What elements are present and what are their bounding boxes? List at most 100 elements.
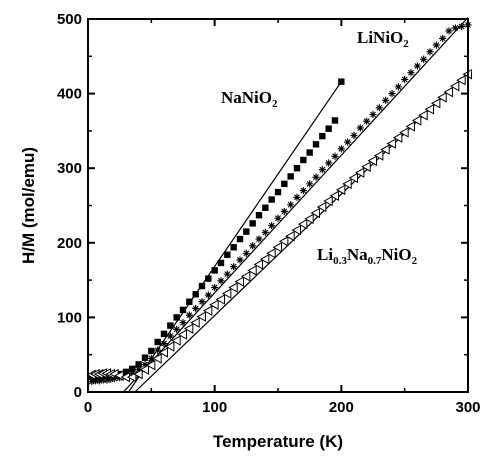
data-point-star <box>255 235 263 243</box>
data-point-star <box>432 41 440 49</box>
data-point-triangle <box>424 104 435 115</box>
data-point-star <box>388 90 396 98</box>
data-point-star <box>445 27 453 35</box>
data-point-square <box>293 165 301 172</box>
data-point-star <box>103 376 111 384</box>
data-point-star <box>268 222 276 230</box>
data-point-star <box>312 173 320 181</box>
data-point-triangle <box>177 329 188 340</box>
data-point-triangle <box>190 317 200 328</box>
data-point-triangle <box>411 115 422 126</box>
data-point-triangle <box>449 80 460 92</box>
data-point-star <box>211 283 219 292</box>
data-point-star <box>92 377 100 385</box>
data-point-triangle <box>373 150 384 161</box>
data-point-square <box>129 365 136 373</box>
data-point-square <box>167 322 174 329</box>
axis-ticks <box>87 18 469 393</box>
data-point-triangle <box>437 92 447 103</box>
data-point-triangle <box>234 276 245 287</box>
data-point-square <box>281 180 288 188</box>
data-point-star <box>128 369 136 377</box>
data-point-square <box>230 244 237 251</box>
data-point-triangle <box>361 161 371 172</box>
data-point-star <box>426 48 434 56</box>
data-point-star <box>337 145 345 153</box>
data-point-star <box>331 152 339 160</box>
data-point-square <box>243 228 250 235</box>
data-point-triangle <box>183 323 194 334</box>
data-point-triangle <box>348 172 359 184</box>
data-point-square <box>300 156 307 164</box>
data-point-triangle <box>456 74 466 86</box>
data-point-triangle <box>202 305 213 316</box>
data-point-triangle <box>430 98 441 109</box>
data-point-triangle <box>114 370 124 381</box>
data-point-star <box>147 354 155 363</box>
data-point-triangle <box>342 178 352 190</box>
series-label-text: LiNiO <box>357 28 403 47</box>
data-point-star <box>223 270 231 278</box>
data-point-star <box>88 377 96 386</box>
data-point-triangle <box>164 341 175 352</box>
data-point-star <box>325 159 333 167</box>
data-point-star <box>344 138 352 146</box>
data-point-star <box>179 319 187 327</box>
series-label-subscript: 0.7 <box>368 255 382 267</box>
data-point-square <box>186 298 193 305</box>
data-point-triangle <box>158 347 169 358</box>
data-point-triangle <box>253 259 264 270</box>
data-point-square <box>154 338 161 346</box>
data-point-star <box>230 263 238 271</box>
data-point-triangle <box>259 253 270 265</box>
data-point-triangle <box>145 359 156 371</box>
data-point-square <box>211 267 218 274</box>
series-label-subscript: 2 <box>412 255 418 267</box>
series-label-text: NaNiO <box>221 88 272 107</box>
data-point-triangle <box>215 294 226 305</box>
data-point-square <box>249 220 256 227</box>
series-label-subscript: 0.3 <box>333 255 347 267</box>
data-point-triangle <box>139 364 150 375</box>
data-point-star <box>451 24 459 32</box>
y-tick-label: 200 <box>57 235 82 252</box>
data-point-square <box>198 282 206 290</box>
series-label-2: Li0.3​Na0.7​NiO2​ <box>317 245 418 267</box>
data-point-star <box>407 69 415 77</box>
data-point-triangle <box>171 335 181 346</box>
tick-labels: 0 100 200 300 0 100 200 300 400 500 <box>57 11 481 416</box>
data-point-star <box>369 110 377 119</box>
data-point-triangle <box>228 282 238 293</box>
y-tick-label: 500 <box>57 11 82 28</box>
data-point-triangle <box>272 242 283 253</box>
data-point-triangle <box>297 218 308 230</box>
data-point-star <box>293 193 301 201</box>
data-point-triangle <box>329 190 340 202</box>
data-point-triangle <box>335 184 346 196</box>
data-point-triangle <box>405 121 416 132</box>
data-point-square <box>122 368 130 376</box>
data-point-star <box>350 131 358 139</box>
data-point-square <box>331 117 339 124</box>
data-point-square <box>192 291 199 298</box>
data-point-triangle <box>240 271 251 282</box>
x-tick-label: 200 <box>329 399 354 416</box>
data-point-square <box>319 132 326 140</box>
data-point-star <box>135 366 143 374</box>
data-point-star <box>401 75 409 84</box>
data-point-square <box>268 196 275 203</box>
data-point-square <box>148 347 155 355</box>
data-point-star <box>95 377 103 385</box>
data-point-star <box>382 96 390 104</box>
data-point-triangle <box>386 138 397 149</box>
data-point-star <box>375 104 383 112</box>
data-point-square <box>325 125 332 132</box>
data-point-star <box>394 83 402 91</box>
series-labels: NaNiO2​ LiNiO2​ Li0.3​Na0.7​NiO2​ <box>221 28 418 267</box>
data-markers <box>86 21 473 386</box>
data-point-triangle <box>418 109 428 121</box>
data-point-square <box>179 306 187 314</box>
data-point-square <box>217 259 225 267</box>
data-point-star <box>458 22 466 31</box>
data-point-star <box>185 311 193 319</box>
